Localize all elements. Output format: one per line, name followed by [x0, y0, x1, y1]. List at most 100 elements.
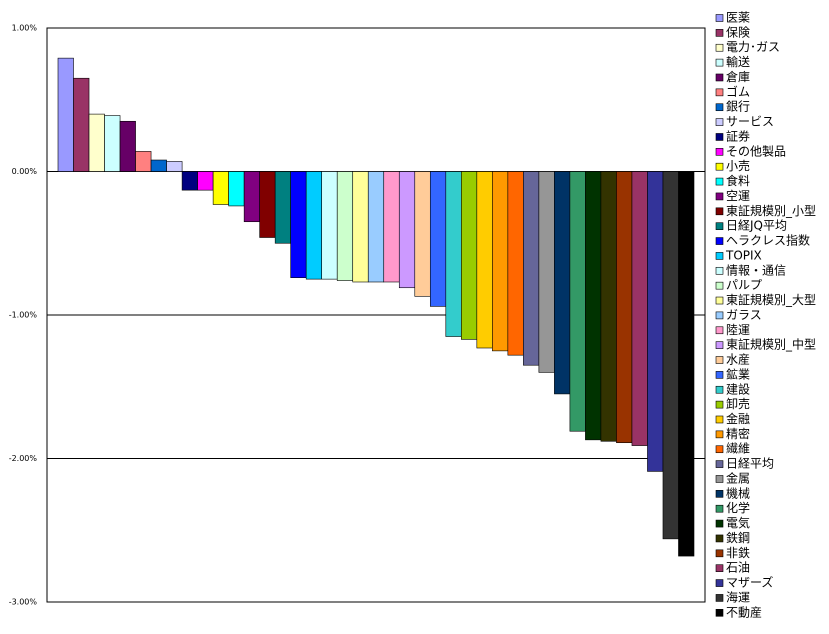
legend-label: 建設: [726, 381, 750, 396]
legend-swatch: [715, 519, 724, 528]
legend-swatch: [715, 207, 724, 216]
legend-label: ゴム: [726, 84, 750, 99]
legend-swatch: [715, 564, 724, 572]
bar: [290, 171, 307, 278]
bar: [119, 120, 136, 172]
legend-label: 石油: [726, 561, 750, 575]
bar: [336, 171, 354, 281]
bar: [88, 113, 105, 172]
legend-swatch: [715, 58, 724, 67]
legend-swatch: [715, 460, 724, 468]
legend-label: パルプ: [726, 278, 762, 292]
legend-label: 東証規模別_大型: [726, 292, 816, 307]
bar: [445, 171, 462, 337]
legend-label: 輸送: [726, 54, 750, 69]
bar: [492, 171, 509, 352]
legend-label: 証券: [726, 128, 750, 143]
bar: [476, 171, 493, 349]
bar: [647, 171, 664, 472]
bar: [243, 171, 260, 223]
bar: [73, 77, 90, 172]
legend-swatch: [715, 73, 724, 82]
legend-swatch: [715, 103, 724, 112]
legend-label: 卸売: [726, 396, 750, 411]
legend-swatch: [715, 237, 724, 245]
legend-swatch: [715, 594, 724, 602]
legend-swatch: [715, 608, 724, 617]
legend-swatch: [715, 311, 724, 320]
bar: [367, 171, 385, 283]
legend-label: 空運: [726, 189, 750, 203]
bar: [507, 171, 524, 356]
legend-label: 精密: [726, 426, 750, 441]
bar: [135, 151, 152, 172]
legend-label: 化学: [726, 500, 750, 515]
bar: [57, 57, 74, 172]
bar: [678, 171, 695, 557]
bar: [616, 171, 633, 444]
bar: [228, 171, 245, 207]
bar: [321, 171, 338, 280]
legend-label: 機械: [726, 485, 750, 500]
bar: [414, 171, 431, 297]
legend-label: 鉄鋼: [726, 530, 750, 545]
legend-swatch: [715, 356, 724, 364]
y-tick-label: -1.00%: [9, 311, 38, 320]
legend-label: 繊維: [726, 442, 750, 456]
legend-swatch: [715, 266, 724, 275]
legend-swatch: [715, 43, 724, 52]
legend-swatch: [715, 177, 724, 186]
legend-label: その他製品: [726, 144, 786, 158]
legend-label: 不動産: [726, 604, 762, 619]
legend-label: 電力･ガス: [726, 40, 780, 54]
y-tick-label: -3.00%: [9, 598, 38, 607]
bar: [259, 171, 276, 238]
legend-label: 小売: [726, 158, 750, 173]
bar: [538, 171, 555, 373]
legend-label: 鉱業: [726, 366, 750, 381]
legend-swatch: [715, 430, 724, 439]
y-tick-label: -2.00%: [9, 454, 38, 463]
legend-label: 東証規模別_中型: [726, 337, 816, 352]
legend-label: 食料: [726, 173, 750, 188]
legend-label: ガラス: [726, 308, 762, 322]
bar: [212, 171, 229, 205]
legend-swatch: [715, 415, 724, 424]
legend-swatch: [715, 371, 724, 379]
bar: [383, 171, 400, 283]
legend-swatch: [715, 504, 724, 513]
legend-swatch: [715, 88, 724, 97]
legend-label: 倉庫: [726, 69, 750, 84]
legend-label: ヘラクレス指数: [726, 233, 810, 248]
legend-swatch: [715, 445, 724, 454]
legend-swatch: [715, 118, 724, 126]
bar: [398, 171, 416, 289]
legend-label: 陸運: [726, 323, 750, 337]
bar: [274, 171, 291, 244]
legend-swatch: [715, 281, 724, 290]
legend-label: 電気: [726, 515, 750, 530]
legend-label: 保険: [726, 25, 750, 39]
legend-label: 情報・通信: [726, 263, 786, 277]
bar: [166, 161, 183, 172]
legend-label: 銀行: [726, 100, 750, 114]
legend-label: 金融: [726, 411, 750, 426]
legend-swatch: [715, 252, 724, 260]
legend-label: 医薬: [726, 11, 750, 25]
bar: [305, 171, 323, 280]
bar: [150, 159, 167, 172]
legend-swatch: [715, 400, 724, 409]
legend-swatch: [715, 133, 724, 141]
bar: [197, 171, 214, 191]
bar: [104, 115, 121, 172]
legend-label: 日経JQ平均: [726, 219, 787, 233]
legend-swatch: [715, 326, 724, 335]
legend-swatch: [715, 148, 724, 156]
legend-label: 金属: [726, 470, 750, 485]
bar: [585, 171, 602, 441]
legend-swatch: [715, 549, 724, 558]
legend-swatch: [715, 534, 724, 543]
legend-swatch: [715, 385, 724, 394]
